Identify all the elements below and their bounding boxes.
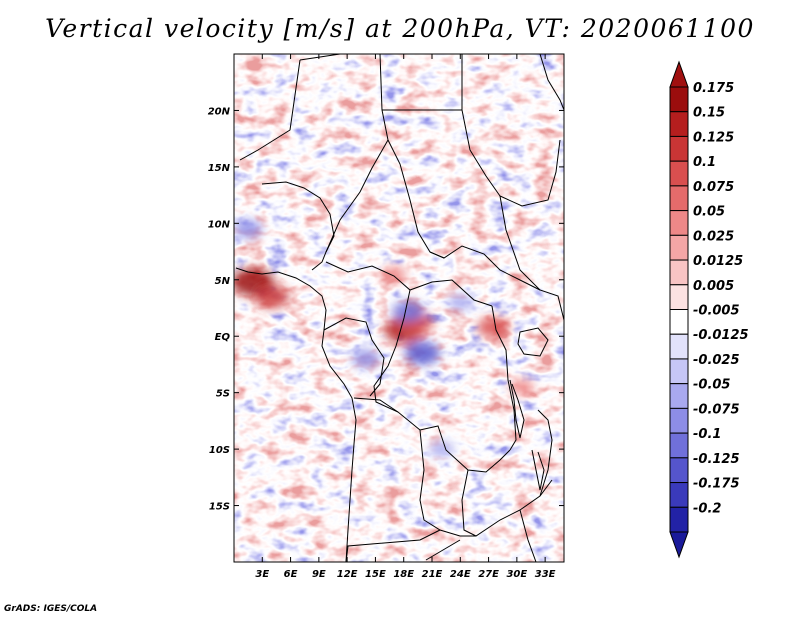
hotspot-descent-10 <box>351 349 381 369</box>
lat-tick-label: 20N <box>208 106 231 117</box>
drc-east-border <box>491 305 517 451</box>
lon-tick-label: 21E <box>422 569 443 580</box>
chad-border <box>239 54 341 161</box>
colorbar-label: -0.125 <box>693 452 740 467</box>
nigeria-border <box>261 181 335 253</box>
vertical-velocity-field <box>234 54 564 562</box>
colorbar-swatch <box>669 432 689 459</box>
map-frame <box>233 53 565 563</box>
colorbar-label: 0.025 <box>693 229 734 244</box>
lon-tick-label: 12E <box>337 569 358 580</box>
hotspot-ascent-4 <box>477 316 510 338</box>
colorbar-swatch <box>669 482 689 508</box>
hotspot-descent-8 <box>392 300 425 322</box>
colorbar-label: -0.025 <box>693 353 740 368</box>
lat-tick-label: 10S <box>209 445 230 456</box>
lon-tick-label: 15E <box>365 569 386 580</box>
map-axes: 3E 6E 9E 12E 15E 18E 21E 24E 27E 30E 33E 20N 15N 10N 5… <box>208 54 564 580</box>
colorbar-label: -0.075 <box>693 402 740 417</box>
hotspot-ascent-6 <box>381 265 407 283</box>
west-africa-coastline <box>235 267 357 562</box>
lat-tick-label: 5N <box>215 276 231 287</box>
colorbar-swatch <box>669 333 689 360</box>
lon-tick-label: 24E <box>450 569 471 580</box>
colorbar-label: 0.075 <box>693 180 734 195</box>
lat-tick-label: 15S <box>209 502 230 513</box>
lake-tanganyika <box>509 379 525 439</box>
colorbar-label: -0.05 <box>693 378 730 393</box>
lat-tick-label: 5S <box>216 389 230 400</box>
colorbar-top-arrow <box>669 60 689 88</box>
colorbar-label: 0.05 <box>693 205 725 220</box>
south-sudan-border <box>429 245 541 291</box>
lon-tick-label: 6E <box>284 569 298 580</box>
colorbar-swatch <box>669 309 689 335</box>
hotspot-descent-7 <box>404 341 441 365</box>
colorbar-swatch <box>669 358 689 385</box>
colorbar-label: -0.0125 <box>693 328 749 343</box>
hotspot-ascent-2 <box>253 285 290 309</box>
hotspot-descent-9 <box>234 219 263 239</box>
congo-gabon-border <box>323 317 385 397</box>
colorbar-swatch <box>669 135 689 162</box>
colorbar-swatch <box>669 160 689 187</box>
lon-tick-label: 33E <box>535 569 556 580</box>
lat-tick-label: EQ <box>215 332 231 343</box>
grads-credit: GrADS: IGES/COLA <box>4 604 98 614</box>
colorbar-label: -0.2 <box>693 501 721 516</box>
lake-malawi <box>531 449 545 491</box>
map-title: Vertical velocity [m/s] at 200hPa, VT: 2… <box>45 14 755 43</box>
lat-tick-label: 10N <box>208 219 231 230</box>
colorbar-swatch <box>669 506 689 533</box>
colorbar-swatch <box>669 234 689 261</box>
colorbar-swatch <box>669 259 689 286</box>
colorbar-swatch <box>669 383 689 409</box>
colorbar-swatch <box>669 284 689 310</box>
sahel-borders <box>311 139 389 271</box>
colorbar-swatch <box>669 457 689 484</box>
lon-tick-label: 18E <box>393 569 414 580</box>
colorbar-bottom-arrow <box>669 531 689 559</box>
colorbar-swatch <box>669 210 689 236</box>
colorbar-label: 0.15 <box>693 106 725 121</box>
colorbar-label: -0.005 <box>693 304 740 319</box>
colorbar-label: 0.0125 <box>693 254 743 269</box>
drc-border <box>373 289 511 473</box>
colorbar-label: -0.1 <box>693 427 721 442</box>
lon-tick-label: 27E <box>478 569 499 580</box>
lon-tick-label: 9E <box>312 569 326 580</box>
country-borders <box>235 54 564 562</box>
eastern-ethiopia-border <box>499 195 564 321</box>
red-sea-coast <box>539 54 564 111</box>
angola-border <box>353 397 476 537</box>
zambia-border <box>461 469 553 537</box>
colorbar-label: 0.1 <box>693 155 716 170</box>
hotspot-ascent-5 <box>509 378 535 396</box>
lon-tick-label: 30E <box>506 569 527 580</box>
colorbar-swatch <box>669 86 689 113</box>
hotspot-descent-11 <box>447 294 473 311</box>
colorbar-label: 0.175 <box>693 81 734 96</box>
colorbar-label: 0.005 <box>693 279 734 294</box>
colorbar-label: 0.125 <box>693 130 734 145</box>
colorbar-swatch <box>669 407 689 434</box>
colorbar: 0.175 0.15 0.125 0.1 0.075 0.05 0.025 0.0125 0.0… <box>669 60 749 559</box>
colorbar-swatch <box>669 111 689 137</box>
lat-tick-label: 15N <box>208 163 231 174</box>
lake-victoria <box>517 327 549 357</box>
velocity-hotspots <box>234 219 535 458</box>
ethiopia-border <box>461 109 561 207</box>
colorbar-label: -0.175 <box>693 477 740 492</box>
colorbar-swatch <box>669 185 689 212</box>
lon-tick-label: 3E <box>255 569 269 580</box>
namibia-border <box>345 529 461 562</box>
mozambique-border <box>519 409 553 562</box>
hotspot-descent-12 <box>428 440 454 458</box>
